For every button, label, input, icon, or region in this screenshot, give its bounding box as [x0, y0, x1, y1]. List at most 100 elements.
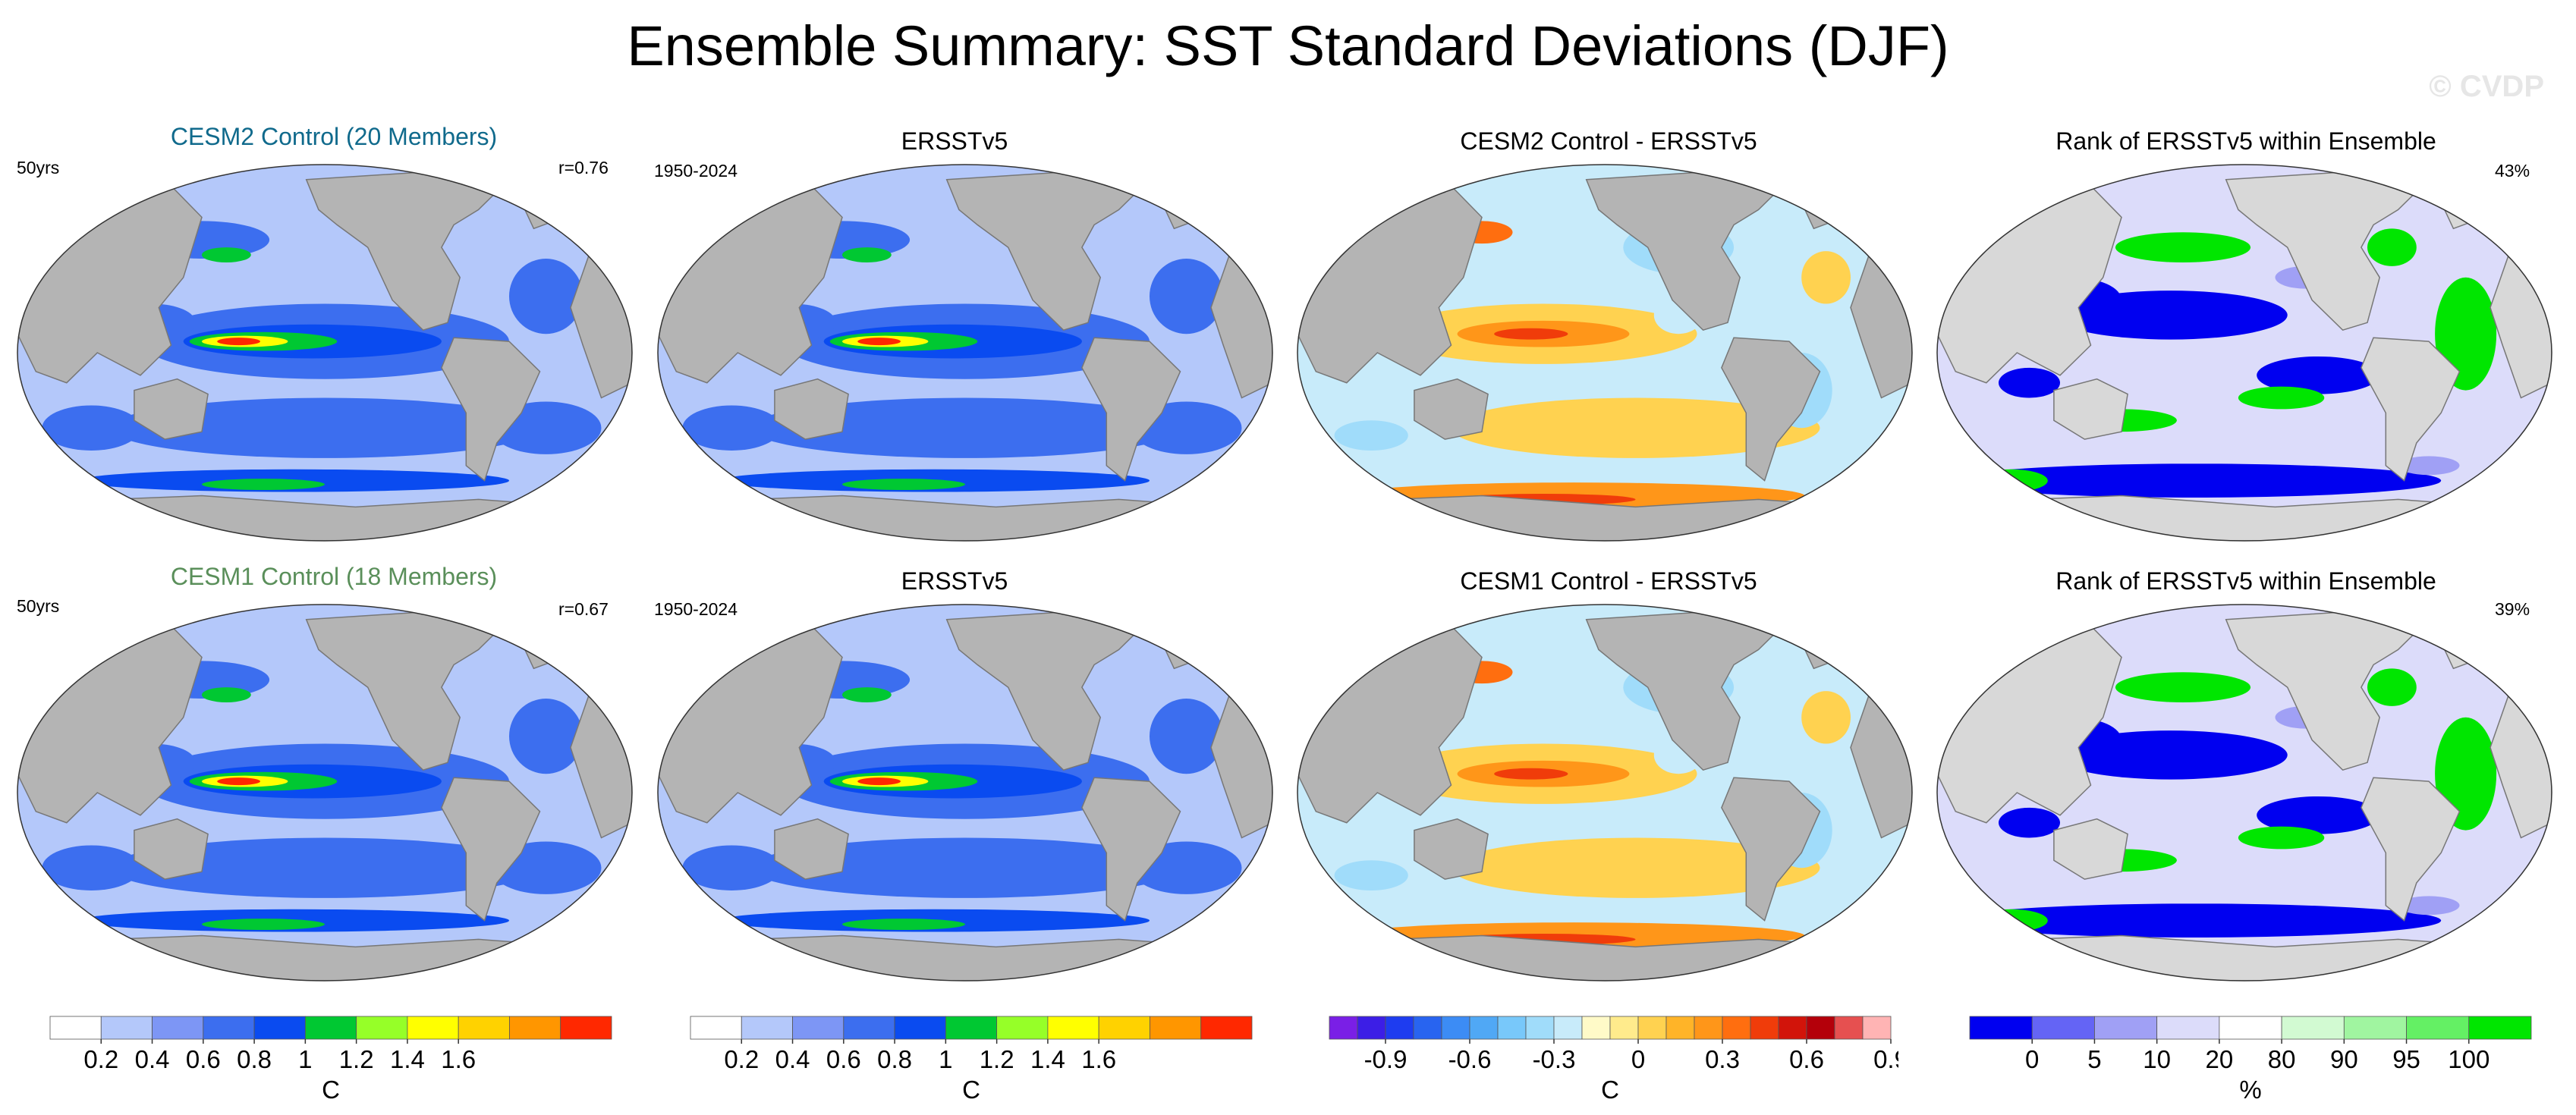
- colorbar-unit-label: %: [2239, 1076, 2261, 1104]
- colorbar-swatch-17: [1806, 1016, 1835, 1040]
- field-contour-10: [1334, 860, 1408, 890]
- colorbar-swatch-7: [407, 1016, 459, 1040]
- colorbar-swatch-2: [2094, 1016, 2158, 1040]
- field-contour-4: [857, 338, 901, 346]
- field-contour-4: [2257, 796, 2380, 834]
- colorbar-swatch-10: [1200, 1016, 1253, 1040]
- colorbar-tick-label-3: 0.8: [237, 1045, 272, 1073]
- field-contour-7: [2238, 386, 2325, 410]
- field-contour-2: [1494, 768, 1568, 780]
- panel-title-r2c3: CESM1 Control - ERSSTv5: [1460, 567, 1757, 595]
- colorbar-swatch-7: [1525, 1016, 1555, 1040]
- colorbar-swatch-18: [1834, 1016, 1864, 1040]
- colorbar-tick-label-3: 0: [1631, 1045, 1645, 1073]
- field-contour-2: [1999, 807, 2060, 838]
- colorbar-tick-label-6: 1.4: [1030, 1045, 1065, 1073]
- colorbar-swatch-2: [1385, 1016, 1414, 1040]
- field-contour-11: [1536, 705, 1612, 729]
- colorbar-tick-label-5: 0.6: [1789, 1045, 1824, 1073]
- colorbar-rank: 0 5 10 20 80 90 95 100%: [1969, 1016, 2532, 1104]
- map-ersst-sd-r1: [657, 164, 1273, 542]
- colorbar-tick-label-7: 100: [2448, 1045, 2490, 1073]
- field-contour-10: [2367, 228, 2417, 266]
- land-south-america: [1721, 337, 1821, 482]
- land-south-america: [1081, 337, 1181, 482]
- field-contour-3: [1949, 463, 2442, 498]
- watermark: © CVDP: [2429, 70, 2544, 103]
- field-contour-7: [842, 479, 965, 491]
- map-outline: [17, 164, 633, 542]
- rank-percent-r2c4: 39%: [2495, 599, 2530, 619]
- colorbar-swatch-0: [1969, 1016, 2033, 1040]
- field-contour-3: [1451, 837, 1820, 898]
- colorbar-tick-label-6: 95: [2392, 1045, 2420, 1073]
- colorbar-tick-label-1: 0.4: [775, 1045, 810, 1073]
- colorbar-swatch-3: [2156, 1016, 2220, 1040]
- colorbar-swatch-3: [843, 1016, 895, 1040]
- field-contour-4: [217, 777, 260, 786]
- field-contour-9: [842, 247, 892, 262]
- colorbar-swatch-1: [2031, 1016, 2095, 1040]
- map-outline: [1936, 604, 2552, 982]
- panel-title-r2c1: CESM1 Control (18 Members): [170, 563, 498, 590]
- land-australia: [134, 818, 209, 880]
- field-contour-13: [42, 845, 140, 890]
- field-contour-9: [1974, 469, 2048, 492]
- map-ersst-sd-r2: [657, 604, 1273, 982]
- field-contour-11: [509, 259, 583, 334]
- map-cesm2-diff: [1297, 164, 1913, 542]
- land-south-america: [1721, 777, 1821, 922]
- colorbar-tick-label-5: 1.2: [980, 1045, 1014, 1073]
- field-contour-13: [1801, 251, 1851, 304]
- colorbar-swatch-0: [1329, 1016, 1358, 1040]
- map-cesm1-sd: [17, 604, 633, 982]
- field-contour-9: [202, 687, 251, 702]
- colorbar-unit-label: C: [962, 1076, 980, 1104]
- map-clip-group: [17, 165, 632, 541]
- colorbar-swatch-8: [1098, 1016, 1150, 1040]
- colorbar-tick-label-2: 0.6: [186, 1045, 221, 1073]
- map-clip-group: [1937, 165, 2552, 541]
- colorbar-swatch-3: [1413, 1016, 1442, 1040]
- colorbar-swatch-8: [1553, 1016, 1583, 1040]
- colorbar-swatch-16: [1778, 1016, 1807, 1040]
- colorbar-tick-label-3: 0.8: [877, 1045, 912, 1073]
- colorbar-swatch-15: [1750, 1016, 1779, 1040]
- colorbar-swatch-1: [1357, 1016, 1386, 1040]
- land-australia: [134, 378, 209, 440]
- colorbar-swatch-19: [1862, 1016, 1892, 1040]
- colorbar-unit-label: C: [1601, 1076, 1619, 1104]
- colorbar-tick-label-5: 1.2: [339, 1045, 374, 1073]
- colorbar-tick-label-4: 80: [2268, 1045, 2296, 1073]
- map-clip-group: [1937, 605, 2552, 981]
- colorbar-tick-label-0: 0.2: [724, 1045, 759, 1073]
- colorbar-swatch-4: [1441, 1016, 1470, 1040]
- colorbar-tick-label-4: 1: [298, 1045, 312, 1073]
- colorbar-sd-1: 0.2 0.4 0.6 0.8 1 1.2 1.4 1.6 C: [49, 1016, 612, 1104]
- colorbar-diff: -0.9 -0.6 -0.3 0 0.3 0.6 0.9 C: [1329, 1016, 1898, 1104]
- field-contour-9: [842, 687, 892, 702]
- panel-title-r1c4: Rank of ERSSTv5 within Ensemble: [2055, 127, 2436, 155]
- period-label-r1c2: 1950-2024: [654, 161, 738, 181]
- field-contour-6: [2115, 232, 2251, 262]
- land-south-america: [1081, 777, 1181, 922]
- map-cesm1-diff: [1297, 604, 1913, 982]
- colorbar-swatch-6: [996, 1016, 1049, 1040]
- map-clip-group: [1297, 165, 1912, 541]
- field-contour-13: [2398, 896, 2460, 916]
- colorbar-tick-label-2: -0.3: [1533, 1045, 1576, 1073]
- field-contour-10: [1334, 420, 1408, 451]
- colorbar-swatch-1: [100, 1016, 153, 1040]
- map-clip-group: [658, 165, 1272, 541]
- field-contour-2: [1999, 367, 2060, 398]
- colorbar-swatch-9: [509, 1016, 561, 1040]
- colorbar-swatch-6: [1497, 1016, 1527, 1040]
- colorbar-swatch-13: [1694, 1016, 1723, 1040]
- correlation-label-r2c1: r=0.67: [558, 599, 609, 619]
- field-contour-11: [1150, 259, 1224, 334]
- panel-title-r1c1: CESM2 Control (20 Members): [170, 123, 498, 150]
- colorbar-swatch-2: [792, 1016, 845, 1040]
- colorbar-tick-label-3: 20: [2206, 1045, 2234, 1073]
- land-south-america: [2361, 777, 2461, 922]
- colorbar-swatch-11: [1637, 1016, 1667, 1040]
